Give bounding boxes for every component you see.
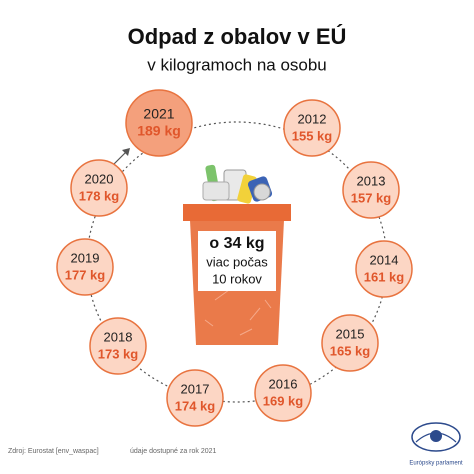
value-label: 173 kg [98, 346, 139, 361]
year-label: 2013 [357, 173, 386, 188]
year-label: 2017 [181, 381, 210, 396]
value-circle [89, 317, 147, 375]
chart-subtitle: v kilogramoch na osobu [147, 55, 327, 74]
value-circle [254, 364, 312, 422]
annotation-text: viac počas [206, 254, 268, 269]
value-circle [321, 314, 379, 372]
value-label: 174 kg [175, 398, 216, 413]
value-circle [342, 161, 400, 219]
annotation-amount: o 34 kg [209, 235, 264, 252]
value-circle [125, 89, 193, 157]
value-circle [283, 99, 341, 157]
waste-items [202, 164, 273, 204]
value-label: 155 kg [292, 128, 333, 143]
value-label: 161 kg [364, 269, 405, 284]
value-circle [355, 240, 413, 298]
value-label: 157 kg [351, 190, 392, 205]
year-label: 2021 [143, 106, 174, 122]
year-label: 2018 [104, 329, 133, 344]
value-circle [56, 238, 114, 296]
year-label: 2012 [298, 111, 327, 126]
year-label: 2015 [336, 326, 365, 341]
value-label: 178 kg [79, 188, 120, 203]
chart-title: Odpad z obalov v EÚ [128, 24, 347, 49]
bin [183, 204, 291, 345]
value-label: 165 kg [330, 343, 371, 358]
value-label: 169 kg [263, 393, 304, 408]
value-circle [166, 369, 224, 427]
value-label: 189 kg [137, 123, 181, 139]
year-label: 2016 [269, 376, 298, 391]
year-label: 2019 [71, 250, 100, 265]
value-circle [70, 159, 128, 217]
value-label: 177 kg [65, 267, 106, 282]
note: údaje dostupné za rok 2021 [130, 448, 217, 455]
year-label: 2020 [85, 171, 114, 186]
logo-text: Európsky parlament [409, 461, 463, 467]
year-label: 2014 [370, 252, 399, 267]
logo [411, 422, 461, 452]
annotation-text: 10 rokov [212, 271, 262, 286]
arrow-head [122, 148, 130, 156]
source: Zdroj: Eurostat [env_waspac] [8, 448, 99, 455]
